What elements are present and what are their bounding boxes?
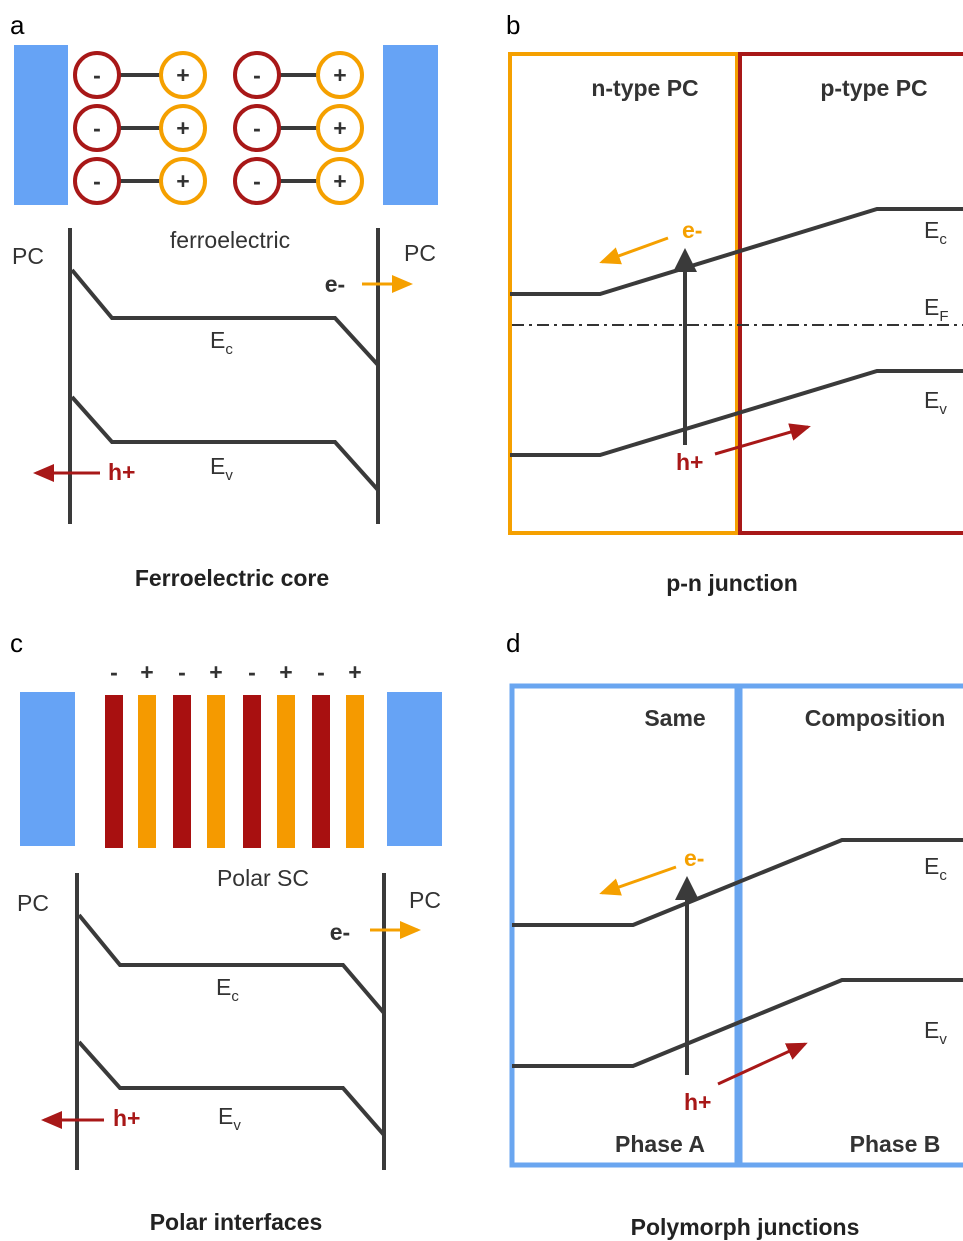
electrode — [14, 45, 68, 205]
charge-label: + — [176, 115, 189, 141]
electrode — [20, 692, 75, 846]
caption: Polar interfaces — [150, 1209, 323, 1235]
electrode — [387, 692, 442, 846]
charge-label: - — [93, 168, 101, 194]
band-label: Ev — [924, 1017, 947, 1048]
polar-layer — [207, 695, 225, 848]
phase-region — [740, 686, 963, 1165]
hole-arrow — [718, 1044, 805, 1084]
band-label: Ev — [924, 387, 947, 418]
charge-label: + — [333, 62, 346, 88]
panel-b: b n-type PC p-type PC e- Ec EF Ev h+ p-n… — [506, 10, 963, 596]
electrode-label: PC — [404, 240, 436, 266]
electrode — [383, 45, 438, 205]
charge-label: + — [333, 115, 346, 141]
electron-label: e- — [682, 217, 702, 243]
polar-layer — [243, 695, 261, 848]
charge-label: + — [279, 659, 292, 685]
charge-label: + — [140, 659, 153, 685]
charge-label: + — [209, 659, 222, 685]
caption: Polymorph junctions — [631, 1214, 860, 1240]
electron-label: e- — [684, 845, 704, 871]
polar-layer — [346, 695, 364, 848]
region-label: p-type PC — [820, 75, 927, 101]
charge-label: - — [253, 62, 261, 88]
electron-arrow — [602, 867, 676, 893]
figure: a ferroelectric PC PC e- Ec Ev h+ Ferroe… — [0, 0, 963, 1241]
electrode-label: PC — [12, 243, 44, 269]
hole-arrow — [715, 427, 808, 454]
electrode-label: PC — [409, 887, 441, 913]
electron-label: e- — [325, 271, 345, 297]
phase-label: Phase B — [850, 1131, 941, 1157]
charge-label: - — [178, 659, 186, 685]
band-label: EF — [924, 294, 949, 325]
material-label: Polar SC — [217, 865, 309, 891]
charge-label: - — [93, 62, 101, 88]
region-label: Composition — [805, 705, 946, 731]
region-label: Same — [644, 705, 705, 731]
polar-layer — [105, 695, 123, 848]
band-label: Ev — [210, 453, 233, 484]
charge-label: + — [333, 168, 346, 194]
polar-layer — [277, 695, 295, 848]
charge-label: - — [253, 168, 261, 194]
charge-label: + — [348, 659, 361, 685]
panel-letter: d — [506, 628, 520, 658]
electrode-label: PC — [17, 890, 49, 916]
polar-layer — [173, 695, 191, 848]
hole-label: h+ — [684, 1089, 711, 1115]
charge-label: - — [253, 115, 261, 141]
caption: p-n junction — [666, 570, 798, 596]
hole-label: h+ — [676, 449, 703, 475]
band-label: Ev — [218, 1103, 241, 1134]
charge-label: + — [176, 168, 189, 194]
band-label: Ec — [210, 327, 233, 358]
panel-letter: a — [10, 10, 25, 40]
panel-letter: c — [10, 628, 23, 658]
charge-label: + — [176, 62, 189, 88]
panel-a: a ferroelectric PC PC e- Ec Ev h+ Ferroe… — [10, 10, 438, 591]
electron-label: e- — [330, 919, 350, 945]
panel-c: c Polar SC PC PC e- Ec Ev h+ Polar inter… — [10, 628, 442, 1235]
material-label: ferroelectric — [170, 227, 290, 253]
band-label: Ec — [924, 217, 947, 248]
hole-label: h+ — [108, 459, 135, 485]
phase-label: Phase A — [615, 1131, 705, 1157]
panel-letter: b — [506, 10, 520, 40]
charge-label: - — [317, 659, 325, 685]
band-label: Ec — [216, 974, 239, 1005]
panel-d: d Same Composition e- Ec Ev h+ Phase A P… — [506, 628, 963, 1240]
charge-label: - — [110, 659, 118, 685]
polar-layer — [138, 695, 156, 848]
electron-arrow — [602, 238, 668, 262]
hole-label: h+ — [113, 1105, 140, 1131]
band-label: Ec — [924, 853, 947, 884]
charge-label: - — [93, 115, 101, 141]
caption: Ferroelectric core — [135, 565, 329, 591]
polar-layer — [312, 695, 330, 848]
region-label: n-type PC — [591, 75, 698, 101]
charge-label: - — [248, 659, 256, 685]
